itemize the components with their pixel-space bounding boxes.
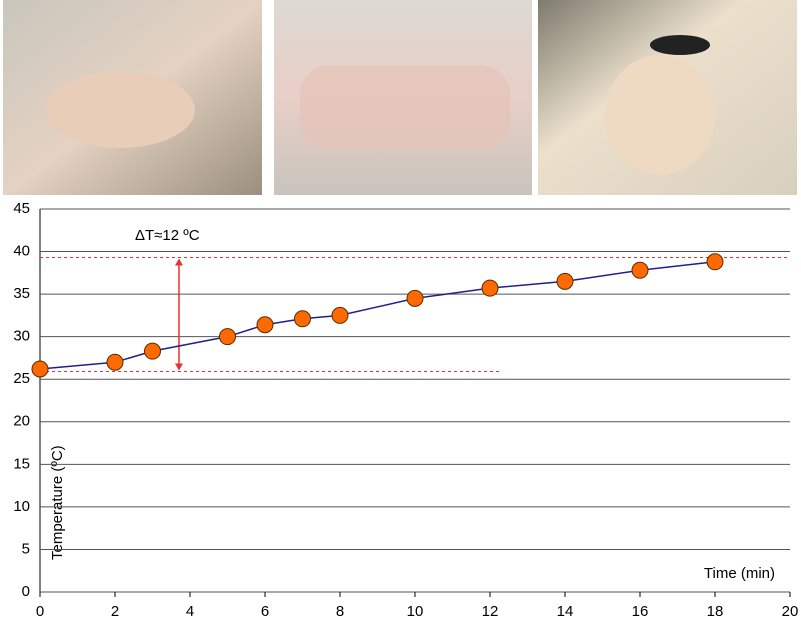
data-point	[31, 360, 49, 378]
data-point	[706, 253, 724, 271]
photo-detail	[45, 72, 195, 148]
y-tick-label: 35	[13, 285, 30, 302]
data-point	[294, 310, 311, 328]
data-point	[144, 342, 161, 360]
x-tick-label: 8	[336, 603, 344, 620]
y-tick-label: 10	[13, 498, 30, 515]
x-tick-label: 2	[111, 603, 119, 620]
x-tick-label: 18	[707, 603, 724, 620]
data-point	[556, 272, 574, 290]
data-point	[256, 316, 274, 334]
photo-detail	[650, 35, 710, 55]
data-point	[631, 261, 649, 279]
x-tick-label: 16	[632, 603, 649, 620]
data-point	[406, 289, 424, 307]
y-axis-label: Temperature (ºC)	[49, 445, 66, 560]
data-point	[481, 279, 499, 297]
x-tick-label: 10	[407, 603, 424, 620]
x-axis-label: Time (min)	[704, 565, 775, 582]
y-tick-label: 30	[13, 328, 30, 345]
annotation: ΔT≈12 ºC	[135, 227, 200, 244]
data-point	[219, 328, 236, 346]
y-tick-label: 0	[22, 583, 30, 600]
x-tick-label: 12	[482, 603, 499, 620]
y-tick-label: 45	[13, 200, 30, 217]
data-point	[106, 353, 124, 371]
data-point	[331, 306, 349, 324]
x-tick-label: 14	[557, 603, 574, 620]
photo-detail	[605, 55, 715, 175]
y-tick-label: 15	[13, 455, 30, 472]
x-tick-label: 0	[36, 603, 44, 620]
photo-detail	[300, 65, 510, 150]
arrow-head	[175, 363, 183, 371]
data-line	[39, 261, 716, 370]
x-tick-label: 6	[261, 603, 269, 620]
arrow-head	[175, 258, 183, 266]
y-tick-label: 25	[13, 370, 30, 387]
x-tick-label: 20	[782, 603, 799, 620]
y-tick-label: 5	[22, 540, 30, 557]
y-tick-label: 40	[13, 243, 30, 260]
x-tick-label: 4	[186, 603, 194, 620]
y-tick-label: 20	[13, 413, 30, 430]
